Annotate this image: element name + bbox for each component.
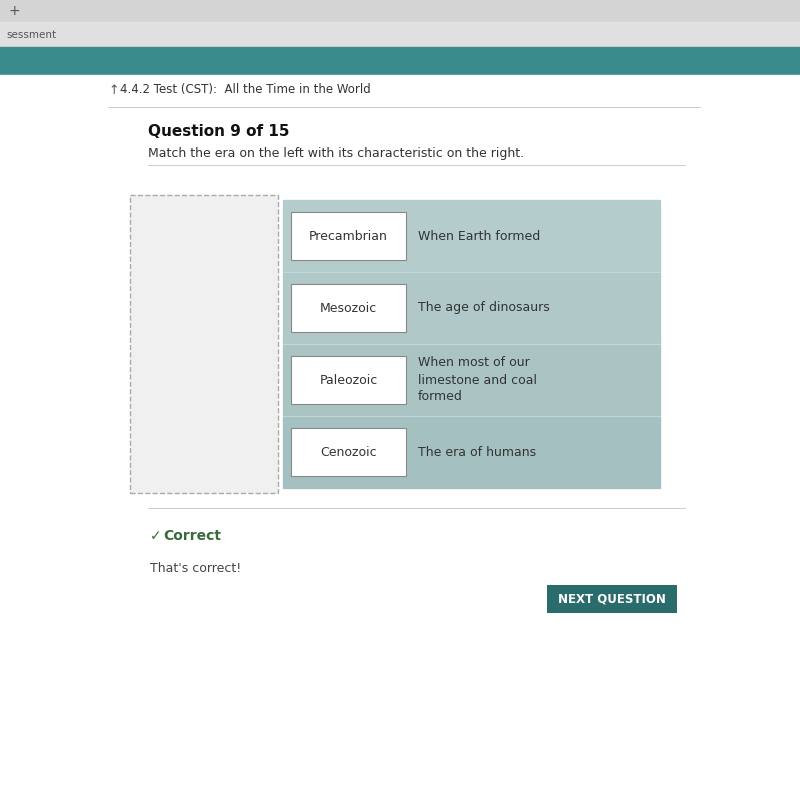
Bar: [0, 22, 800, 47]
Text: ↑: ↑: [108, 83, 118, 97]
Bar: [0, 75, 800, 105]
Bar: [283, 344, 660, 416]
Bar: [0, 47, 800, 75]
Text: Correct: Correct: [163, 529, 221, 543]
Text: +: +: [8, 4, 20, 18]
Bar: [0, 105, 800, 800]
Text: When most of our
limestone and coal
formed: When most of our limestone and coal form…: [418, 357, 537, 403]
Text: That's correct!: That's correct!: [150, 562, 242, 574]
Text: sessment: sessment: [6, 30, 56, 40]
Bar: [283, 272, 660, 344]
Text: Question 9 of 15: Question 9 of 15: [148, 125, 290, 139]
Bar: [0, 0, 800, 22]
Text: The age of dinosaurs: The age of dinosaurs: [418, 302, 550, 314]
Text: Precambrian: Precambrian: [309, 230, 388, 242]
Text: ✓: ✓: [150, 529, 162, 543]
Text: Match the era on the left with its characteristic on the right.: Match the era on the left with its chara…: [148, 146, 524, 159]
FancyBboxPatch shape: [291, 428, 406, 476]
FancyBboxPatch shape: [291, 356, 406, 404]
Bar: [283, 416, 660, 488]
Text: The era of humans: The era of humans: [418, 446, 536, 458]
FancyBboxPatch shape: [291, 212, 406, 260]
Text: When Earth formed: When Earth formed: [418, 230, 540, 242]
Text: Cenozoic: Cenozoic: [320, 446, 377, 458]
Bar: [283, 200, 660, 272]
Text: NEXT QUESTION: NEXT QUESTION: [558, 593, 666, 606]
Text: 4.4.2 Test (CST):  All the Time in the World: 4.4.2 Test (CST): All the Time in the Wo…: [120, 83, 370, 97]
FancyBboxPatch shape: [547, 585, 677, 613]
Text: Paleozoic: Paleozoic: [319, 374, 378, 386]
Text: Mesozoic: Mesozoic: [320, 302, 377, 314]
FancyBboxPatch shape: [291, 284, 406, 332]
FancyBboxPatch shape: [130, 195, 278, 493]
